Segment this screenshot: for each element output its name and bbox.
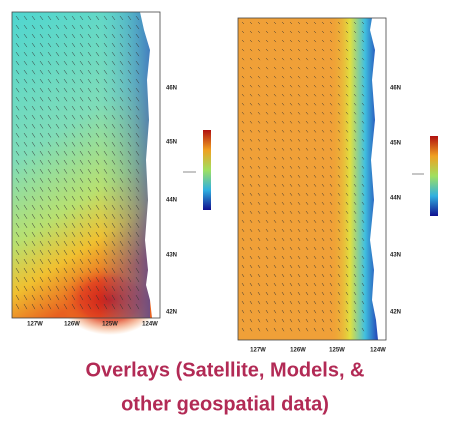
lon-label: 126W <box>64 322 80 328</box>
lat-label: 43N <box>390 253 401 259</box>
page: 46N 45N 44N 43N 42N 127W 126W 125W 124W 46N 45N 44… <box>0 0 450 426</box>
lat-label: 44N <box>390 196 401 202</box>
lon-label: 125W <box>102 322 118 328</box>
coastal-band <box>100 12 150 318</box>
lon-label: 125W <box>329 348 345 354</box>
lat-label: 45N <box>166 140 177 146</box>
lon-label: 126W <box>290 348 306 354</box>
lon-label: 127W <box>250 348 266 354</box>
left-map: 46N 45N 44N 43N 42N 127W 126W 125W 124W <box>12 12 177 335</box>
lon-label: 124W <box>370 348 386 354</box>
lat-label: 45N <box>390 141 401 147</box>
lat-label: 43N <box>166 253 177 259</box>
lat-label: 46N <box>166 86 177 92</box>
lon-label: 124W <box>142 322 158 328</box>
caption: Overlays (Satellite, Models, & <box>86 359 365 381</box>
lon-label: 127W <box>27 322 43 328</box>
lat-label: 42N <box>390 310 401 316</box>
colorbar <box>430 136 438 216</box>
caption: other geospatial data) <box>121 393 329 415</box>
lat-label: 46N <box>390 86 401 92</box>
colorbar <box>203 130 211 210</box>
lat-label: 42N <box>166 310 177 316</box>
right-map: 46N 45N 44N 43N 42N 127W 126W 125W 124W <box>238 18 401 354</box>
lat-label: 44N <box>166 198 177 204</box>
